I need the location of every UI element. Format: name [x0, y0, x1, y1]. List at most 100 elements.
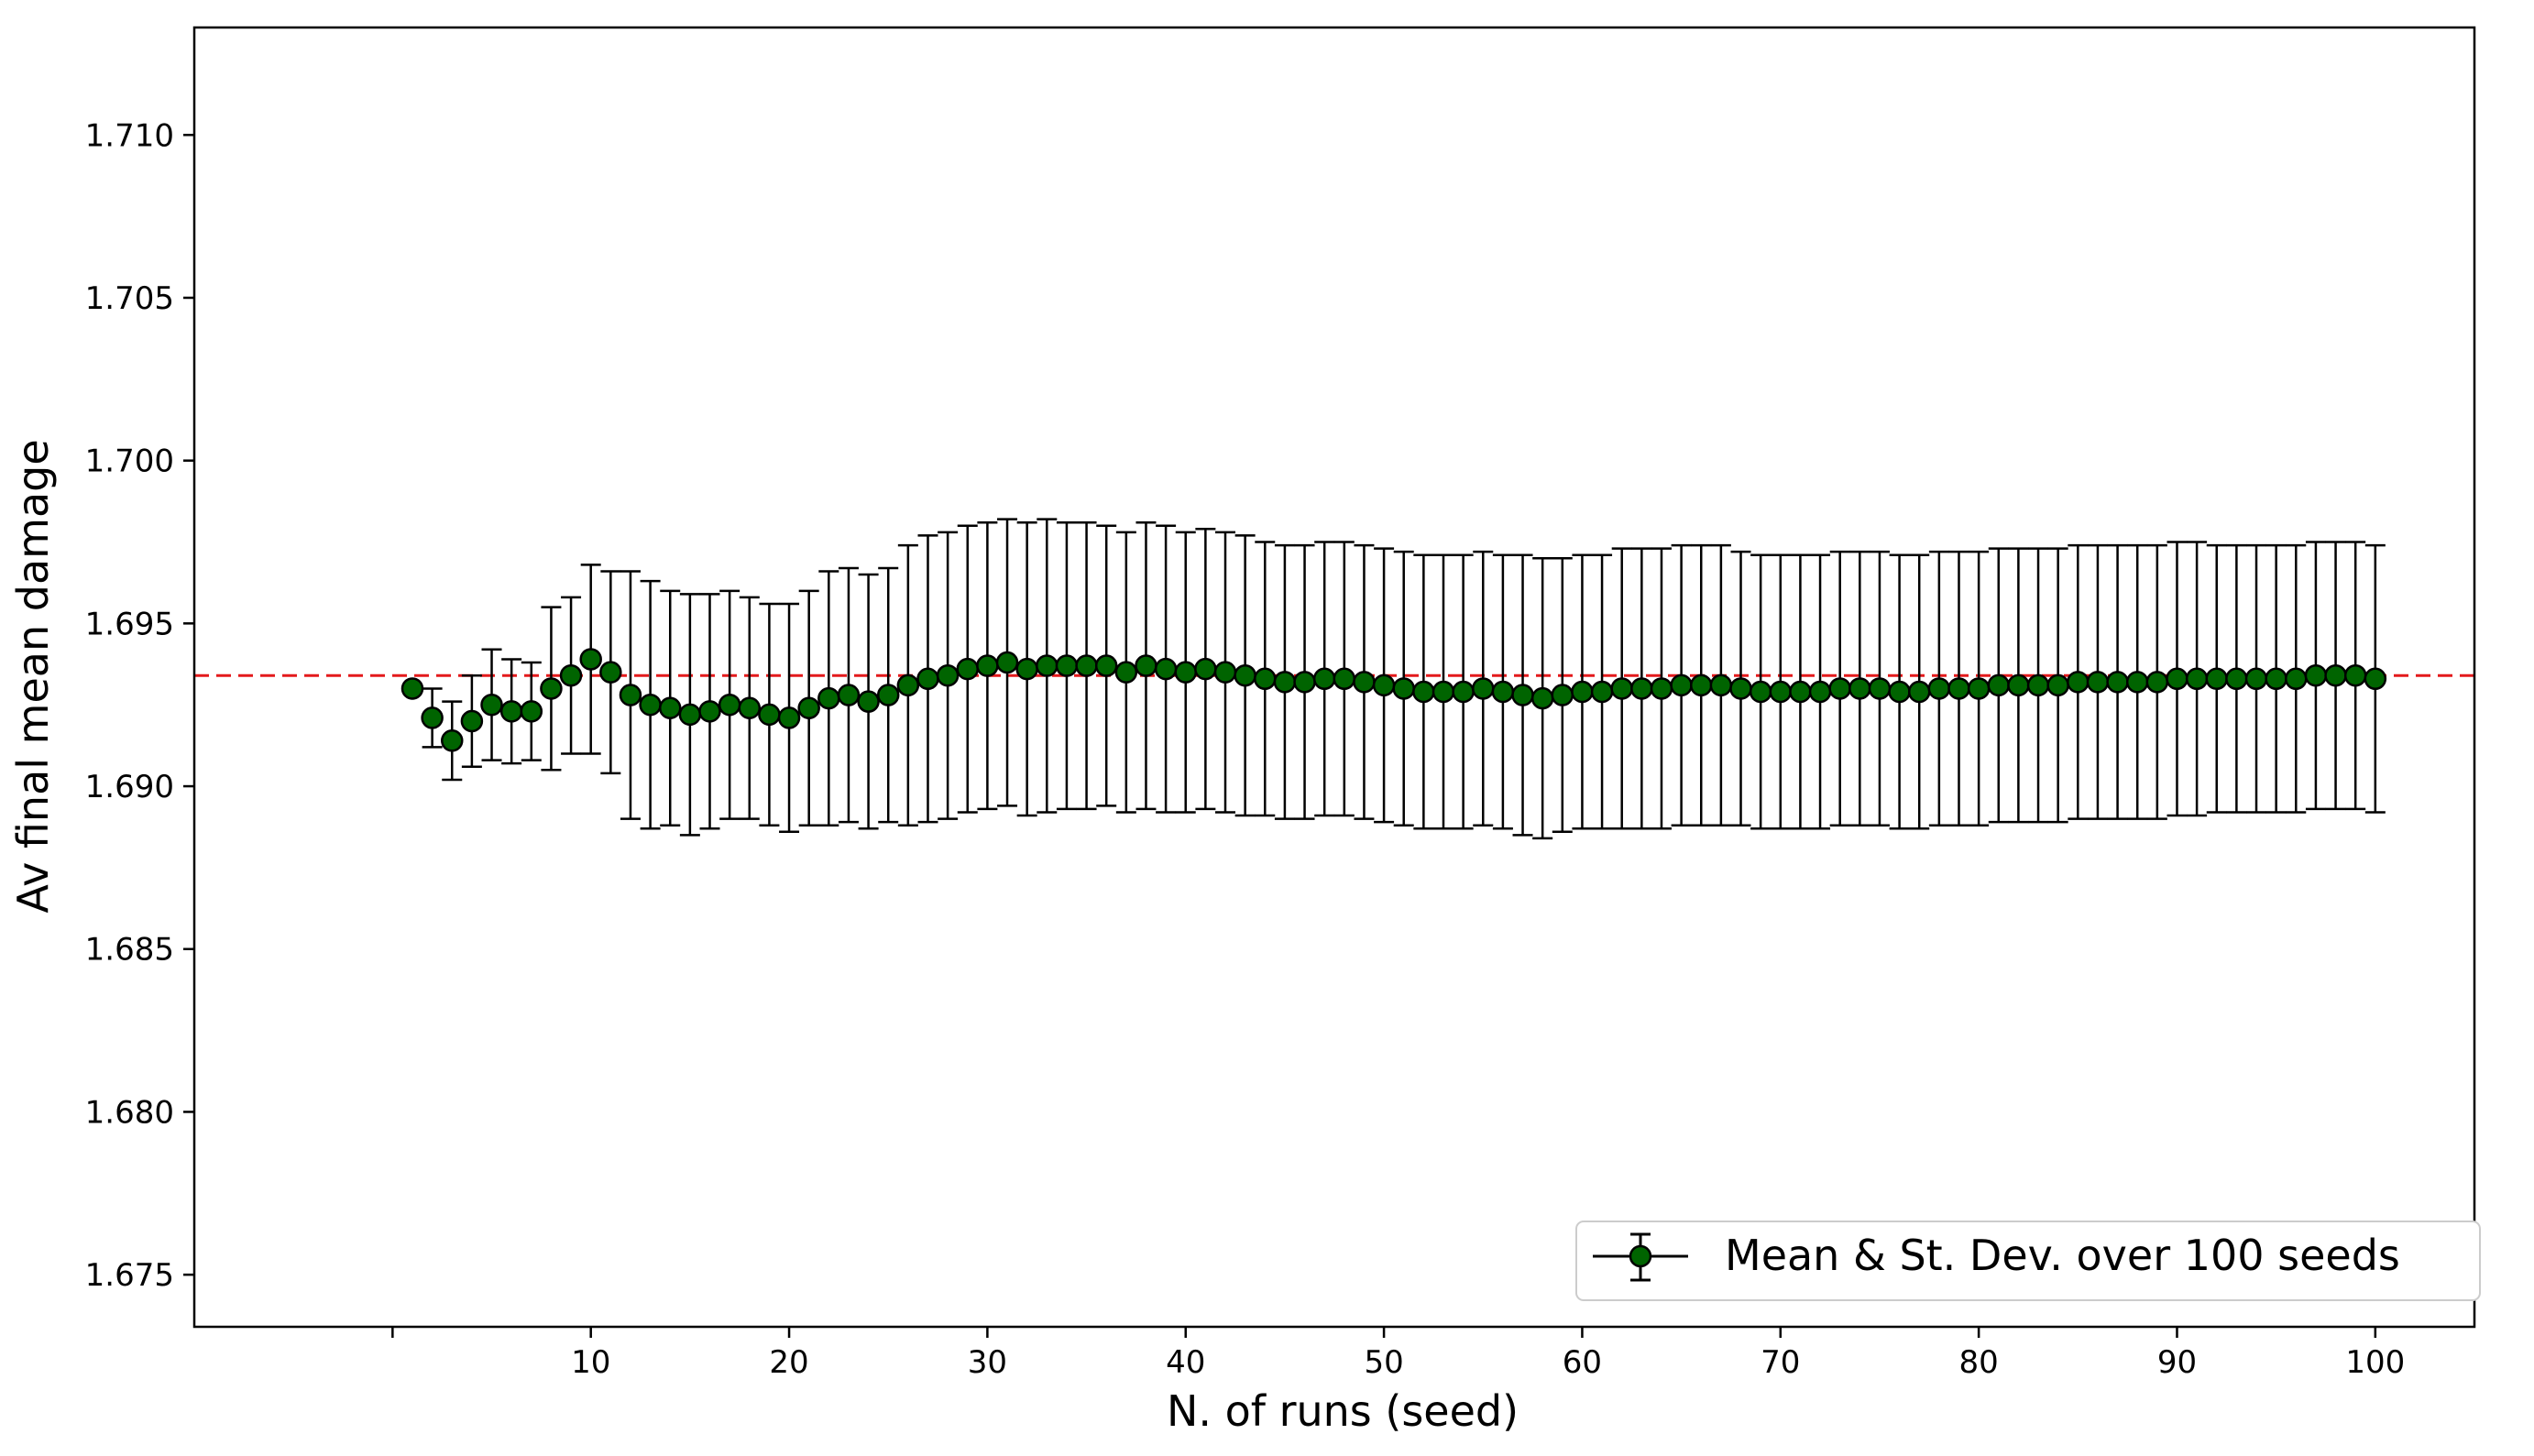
data-point: [1154, 657, 1178, 681]
data-point: [499, 700, 523, 723]
data-point: [2205, 667, 2228, 691]
data-point: [1888, 680, 1911, 704]
data-point: [1749, 680, 1772, 704]
data-point: [995, 651, 1019, 674]
x-tick-label: 40: [1166, 1344, 1205, 1381]
data-point: [1213, 661, 1237, 684]
data-point: [857, 690, 880, 713]
y-tick-label: 1.700: [85, 443, 174, 480]
data-point: [1353, 671, 1376, 694]
data-point: [1729, 677, 1752, 700]
y-tick-label: 1.680: [85, 1094, 174, 1131]
data-point: [1947, 677, 1970, 700]
legend: Mean & St. Dev. over 100 seeds: [1575, 1221, 2481, 1301]
data-point: [1511, 684, 1534, 706]
y-tick-group: 1.675 1.680 1.685 1.690 1.695 1.700 1.705 1.710: [85, 117, 194, 1294]
data-point: [2125, 671, 2149, 694]
data-point: [441, 729, 464, 752]
data-point: [2106, 671, 2129, 694]
data-point: [540, 677, 563, 700]
data-point: [1967, 677, 1991, 700]
data-point: [976, 654, 999, 677]
data-point: [1055, 654, 1079, 677]
data-point: [2067, 671, 2090, 694]
data-point: [2145, 671, 2169, 694]
data-point: [619, 684, 642, 706]
data-point: [2086, 671, 2110, 694]
data-point: [1432, 680, 1455, 704]
data-point: [2026, 673, 2050, 697]
x-tick-label: 50: [1364, 1344, 1403, 1381]
data-point: [698, 700, 721, 723]
data-point: [2225, 667, 2248, 691]
data-point: [1530, 686, 1554, 710]
data-point: [1907, 680, 1931, 704]
legend-marker-sample: [1593, 1232, 1688, 1282]
x-tick-label: 70: [1761, 1344, 1800, 1381]
data-point: [1075, 654, 1098, 677]
data-point: [1472, 677, 1495, 700]
data-point: [777, 706, 801, 729]
axes-group: [192, 26, 2476, 1329]
data-point: [1015, 657, 1038, 681]
data-point: [400, 677, 424, 700]
data-point: [876, 684, 900, 706]
data-point: [2046, 673, 2069, 697]
data-point: [1987, 673, 2011, 697]
data-point: [1868, 677, 1892, 700]
data-point: [678, 703, 702, 727]
data-point: [2343, 663, 2367, 687]
data-point: [1254, 667, 1277, 691]
data-point: [896, 673, 920, 697]
y-tick-label: 1.710: [85, 117, 174, 154]
data-point: [421, 706, 444, 729]
x-tick-label: 10: [571, 1344, 610, 1381]
data-point: [1808, 680, 1832, 704]
data-point: [1392, 677, 1415, 700]
data-point: [2304, 663, 2328, 687]
data-point: [758, 703, 781, 727]
legend-marker: [1629, 1244, 1652, 1268]
data-point: [1769, 680, 1793, 704]
data-point: [1828, 677, 1851, 700]
data-point: [1412, 680, 1435, 704]
data-point: [2285, 667, 2308, 691]
data-point: [1135, 654, 1157, 677]
data-point: [1789, 680, 1812, 704]
data-point: [1590, 680, 1614, 704]
data-point: [480, 693, 503, 717]
legend-label: Mean & St. Dev. over 100 seeds: [1725, 1231, 2400, 1280]
data-point: [1848, 677, 1871, 700]
data-point: [797, 696, 820, 720]
data-point: [2166, 667, 2188, 691]
legend-box: [1575, 1221, 2481, 1301]
data-point: [1114, 661, 1138, 684]
y-tick-label: 1.685: [85, 932, 174, 969]
data-point: [2244, 667, 2268, 691]
x-tick-label: 20: [769, 1344, 808, 1381]
data-point: [1571, 680, 1594, 704]
data-point: [1709, 673, 1733, 697]
data-point: [599, 661, 622, 684]
y-tick-label: 1.690: [85, 769, 174, 805]
data-point: [639, 693, 662, 717]
data-point: [1293, 671, 1316, 694]
data-point: [1689, 673, 1713, 697]
data-point: [1234, 663, 1256, 687]
data-point: [1491, 680, 1515, 704]
data-point: [1630, 677, 1653, 700]
data-point: [2185, 667, 2209, 691]
data-point: [1312, 667, 1336, 691]
x-tick-group: 10 20 30 40 50 60 70 80 90 100: [391, 1327, 2405, 1381]
data-point: [936, 663, 960, 687]
x-tick-label: 100: [2345, 1344, 2405, 1381]
y-axis-label: Av final mean damage: [8, 439, 58, 913]
data-point: [837, 684, 861, 706]
data-point: [559, 663, 583, 687]
data-point: [1452, 680, 1475, 704]
data-point: [956, 657, 980, 681]
data-point: [1650, 677, 1673, 700]
data-point: [1372, 673, 1396, 697]
plot-frame: [192, 26, 2476, 1329]
